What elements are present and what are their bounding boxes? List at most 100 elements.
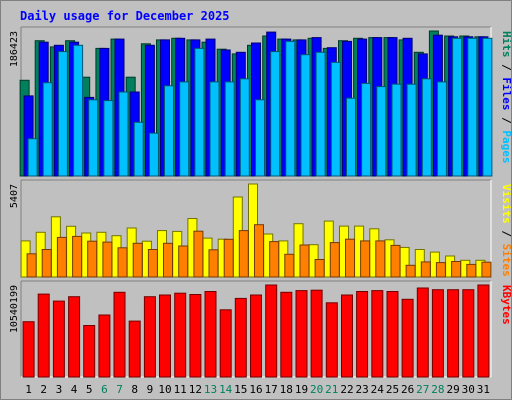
bar-sites-day-12 [193,230,204,278]
x-tick-label: 13 [204,383,217,396]
bar-pages-day-28 [436,81,447,177]
bar-kbytes-day-27 [416,287,429,378]
bar-sites-day-9 [147,249,158,278]
x-tick-label: 16 [249,383,262,396]
bar-sites-day-21 [329,242,340,278]
legend-separator: / [500,58,512,78]
bar-pages-day-20 [315,51,326,177]
bar-kbytes-day-25 [386,291,399,378]
bar-sites-day-16 [254,224,264,278]
x-tick-label: 8 [131,383,138,396]
bar-kbytes-day-14 [219,309,232,378]
bar-pages-day-30 [467,37,478,177]
bar-sites-day-30 [466,263,477,278]
bar-pages-day-7 [118,91,129,177]
bar-pages-day-21 [330,61,341,177]
bar-kbytes-day-1 [22,321,35,378]
bar-sites-day-24 [375,240,386,278]
bar-pages-day-27 [421,78,432,177]
legend-separator: / [500,224,512,244]
panel-side-legend: KBytes [500,285,512,325]
bar-kbytes-day-16 [250,294,262,378]
bar-kbytes-day-18 [280,291,293,378]
bar-sites-day-27 [420,261,431,278]
bar-pages-day-3 [57,51,68,177]
bar-kbytes-day-2 [37,293,50,378]
bar-pages-day-19 [300,54,311,177]
bar-pages-day-9 [148,132,159,177]
bar-sites-day-1 [26,253,37,278]
bar-kbytes-day-19 [295,290,308,378]
legend-kbytes: KBytes [500,285,512,325]
bar-kbytes-day-20 [310,289,323,378]
bar-kbytes-day-17 [265,284,278,378]
bar-sites-day-4 [72,235,83,278]
x-tick-label: 11 [174,383,187,396]
x-tick-label: 20 [310,383,323,396]
bar-pages-day-8 [133,121,144,177]
panel-max-label: 186423 [9,31,20,67]
bar-kbytes-day-4 [68,296,81,378]
legend-hits: Hits [500,31,512,58]
x-tick-label: 23 [355,383,368,396]
bar-pages-day-1 [27,138,38,177]
bar-kbytes-day-5 [83,325,96,378]
panel-side-legend: Visits / Sites [500,184,512,277]
chart-panels: 186423 Hits / Files / Pages 5407 Visits / S… [9,26,512,378]
bar-pages-day-10 [164,85,174,177]
x-tick-label: 31 [477,383,490,396]
bar-pages-day-15 [239,78,250,177]
x-tick-label: 17 [265,383,278,396]
bar-sites-day-22 [345,238,355,278]
panel-hits: 186423 Hits / Files / Pages [9,26,512,177]
bar-kbytes-day-26 [401,298,414,378]
x-tick-label: 25 [386,383,399,396]
x-axis-labels: 1 2 3 4 5 6 7 8 9 10 11 12 13 14 15 16 17 18 19 20 21 22 23 24 2… [25,383,490,396]
panel-max-label: 10540199 [9,285,20,333]
x-tick-label: 7 [116,383,123,396]
bar-pages-day-13 [209,81,220,177]
x-tick-label: 14 [219,383,233,396]
bar-pages-day-17 [270,51,281,177]
x-tick-label: 10 [158,383,171,396]
bar-sites-day-26 [405,264,416,278]
bar-sites-day-10 [163,242,173,278]
legend-visits: Visits [500,184,512,224]
panel-kbytes: 10540199 KBytes [9,280,512,378]
panel-side-legend: Hits / Files / Pages [500,31,512,164]
bar-sites-day-7 [117,247,128,278]
bar-kbytes-day-13 [204,291,217,378]
bar-sites-day-3 [56,236,67,278]
x-tick-label: 29 [446,383,459,396]
series-kbytes [22,284,490,378]
panel-visits: 5407 Visits / Sites [9,179,512,278]
bar-pages-day-5 [88,99,99,177]
bar-sites-day-6 [102,241,113,278]
bar-sites-day-20 [314,259,325,278]
bar-kbytes-day-22 [341,294,353,378]
bar-pages-day-26 [406,83,417,177]
bar-pages-day-14 [224,81,235,177]
x-tick-label: 9 [147,383,154,396]
bar-sites-day-19 [299,244,310,278]
bar-sites-day-2 [41,249,52,278]
x-tick-label: 6 [101,383,108,396]
bar-pages-day-25 [391,83,402,177]
bar-kbytes-day-24 [371,290,384,378]
legend-sites: Sites [500,244,512,277]
bar-pages-day-4 [73,44,84,177]
bar-kbytes-day-15 [234,297,247,378]
x-tick-label: 22 [340,383,353,396]
bar-sites-day-11 [178,245,189,278]
x-tick-label: 1 [25,383,32,396]
bar-kbytes-day-3 [52,300,65,378]
x-tick-label: 19 [295,383,308,396]
bar-kbytes-day-28 [431,289,444,378]
bar-kbytes-day-29 [447,289,460,378]
series-pages [27,37,493,177]
bar-sites-day-14 [223,238,234,278]
series-sites [26,224,492,278]
bar-pages-day-31 [482,37,493,177]
bar-pages-day-12 [194,47,205,177]
